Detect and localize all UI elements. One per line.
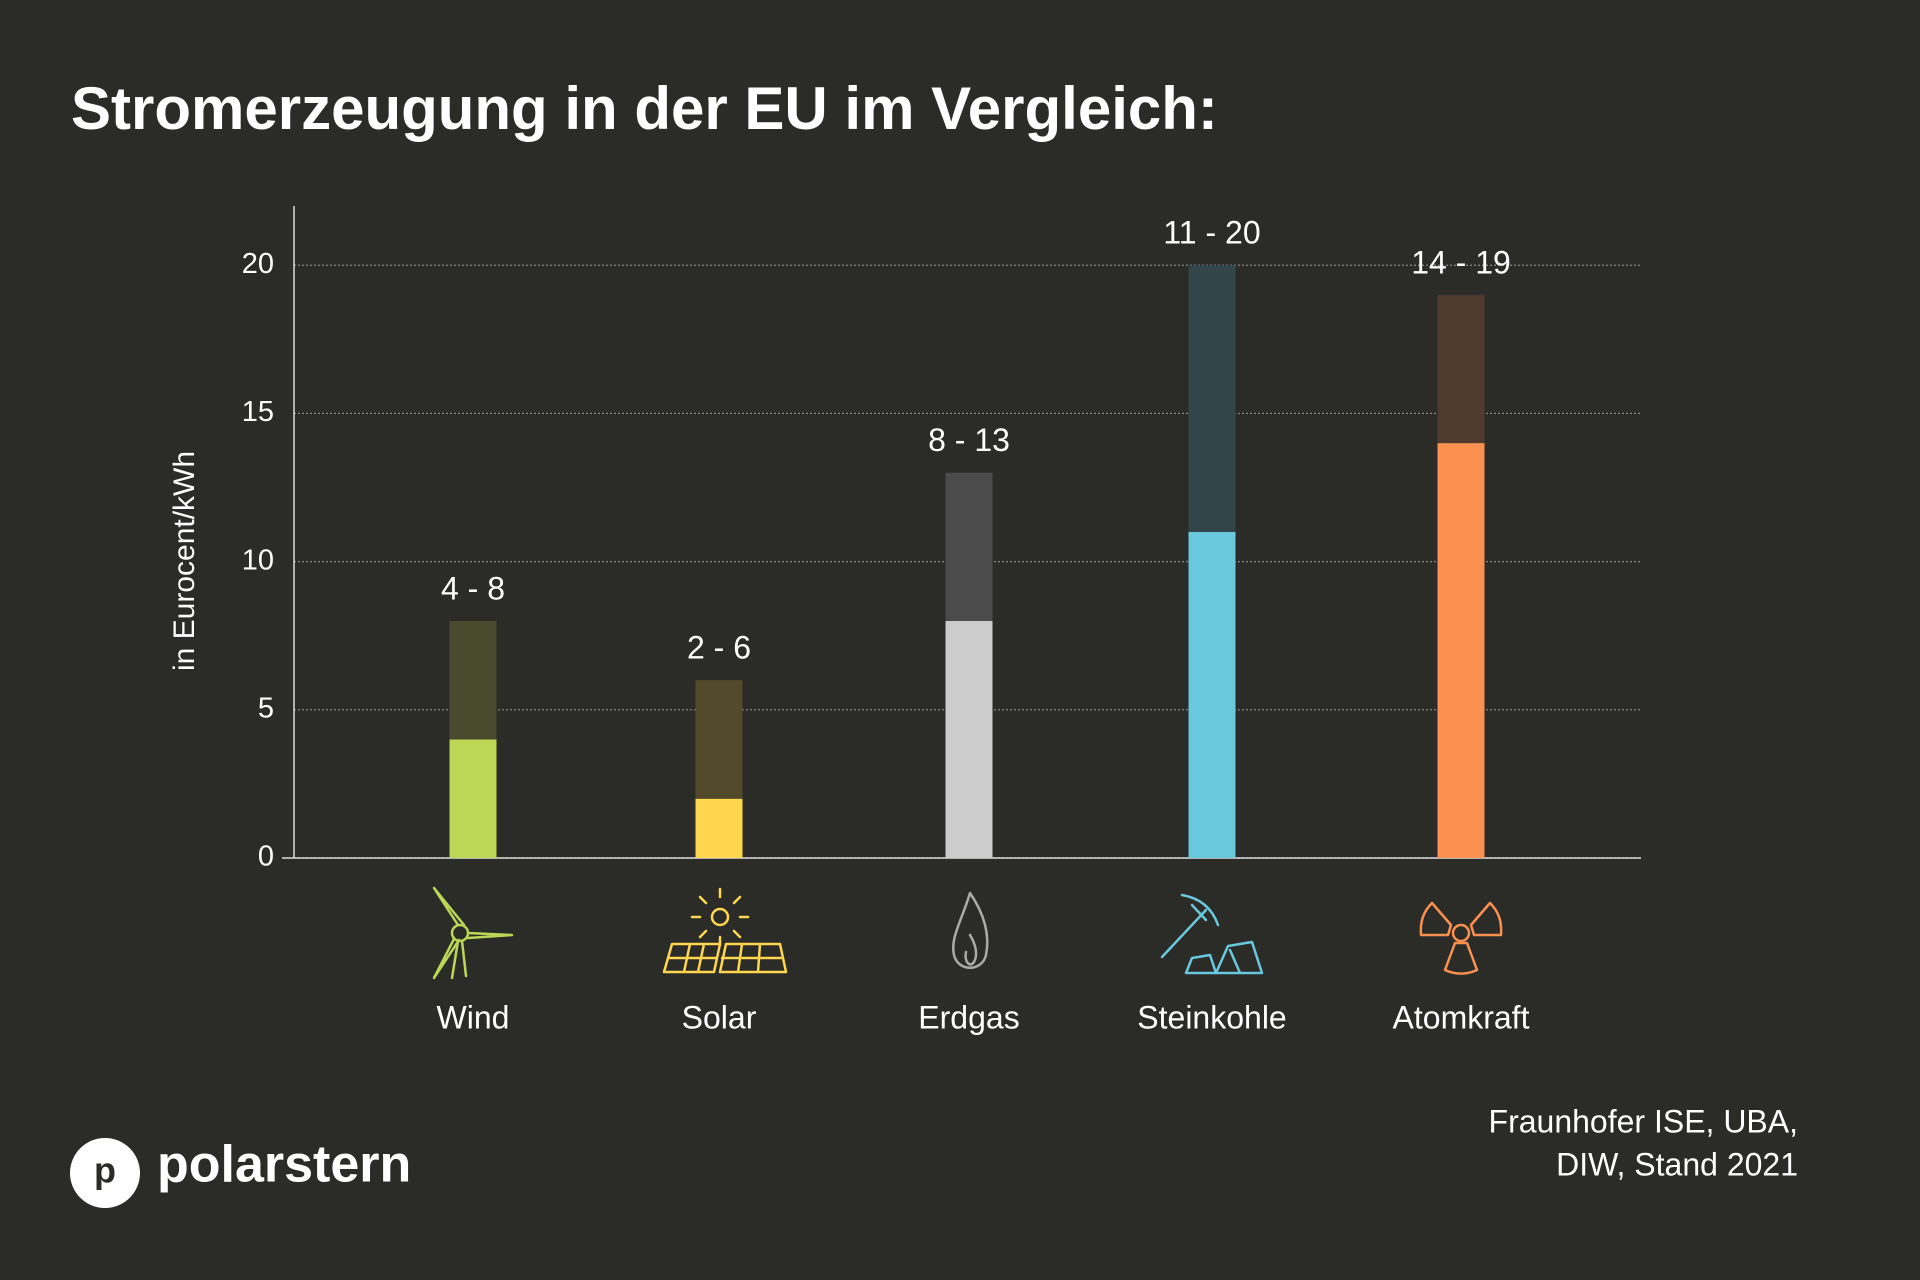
value-label: 2 - 6 bbox=[687, 630, 751, 666]
nuclear-icon bbox=[1419, 901, 1503, 975]
bar-low bbox=[449, 739, 497, 858]
coal-icon bbox=[1160, 893, 1264, 975]
bar-low bbox=[1437, 443, 1485, 858]
value-label: 14 - 19 bbox=[1411, 244, 1511, 280]
logo-name: polarstern bbox=[157, 1136, 411, 1194]
y-tick-label: 15 bbox=[242, 396, 274, 428]
value-label: 8 - 13 bbox=[928, 422, 1010, 458]
x-tick-label: Steinkohle bbox=[1137, 999, 1286, 1035]
y-tick-label: 10 bbox=[242, 544, 274, 576]
x-tick-label: Wind bbox=[437, 999, 510, 1035]
x-tick-label: Erdgas bbox=[918, 999, 1019, 1035]
chart-title: Stromerzeugung in der EU im Vergleich: bbox=[71, 75, 1218, 142]
x-tick-label: Atomkraft bbox=[1393, 999, 1530, 1035]
bar-low bbox=[1188, 532, 1236, 858]
source: DIW, Stand 2021 bbox=[1556, 1146, 1798, 1182]
source: Fraunhofer ISE, UBA, bbox=[1489, 1103, 1798, 1139]
bar-range bbox=[695, 680, 743, 799]
wind-icon bbox=[432, 886, 514, 980]
y-axis-label: in Eurocent/kWh bbox=[168, 451, 201, 671]
bar-range bbox=[945, 472, 993, 621]
y-tick-label: 5 bbox=[258, 692, 274, 724]
bar-range bbox=[1188, 265, 1236, 532]
gas-icon bbox=[951, 891, 989, 969]
bar-range bbox=[449, 620, 497, 740]
value-label: 4 - 8 bbox=[441, 570, 505, 606]
y-tick-label: 0 bbox=[258, 841, 274, 873]
logo-mark: p bbox=[94, 1150, 116, 1191]
bar-range bbox=[1437, 294, 1485, 444]
bar-low bbox=[695, 798, 743, 858]
y-tick-label: 20 bbox=[242, 248, 274, 280]
solar-icon bbox=[662, 887, 788, 974]
value-label: 11 - 20 bbox=[1163, 215, 1260, 251]
logo-circle bbox=[70, 1138, 140, 1208]
x-tick-label: Solar bbox=[682, 999, 757, 1035]
bar-low bbox=[945, 620, 993, 858]
